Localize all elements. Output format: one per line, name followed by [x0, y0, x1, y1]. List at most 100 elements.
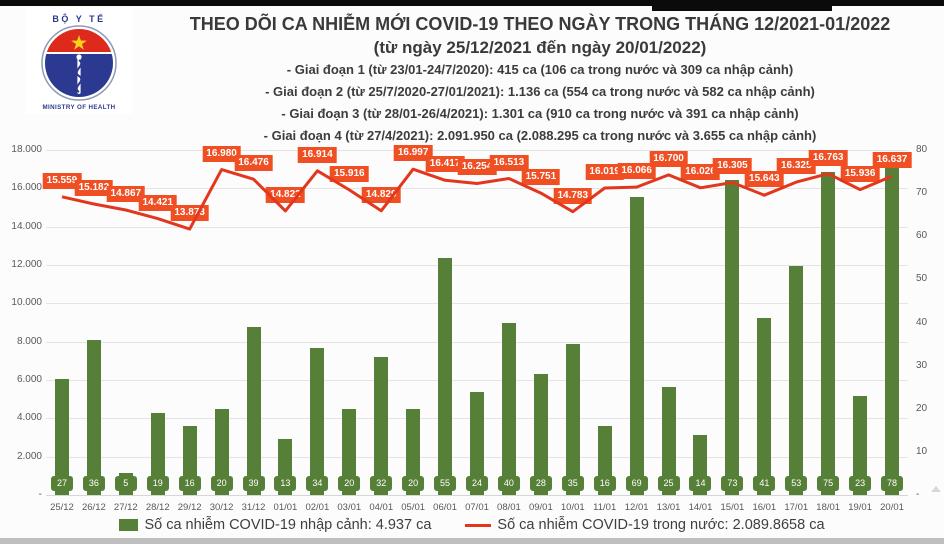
- legend: Số ca nhiễm COVID-19 nhập cảnh: 4.937 ca…: [0, 517, 944, 533]
- ministry-of-health-emblem-icon: BỘ Y TẾ MINISTRY OF HEALTH: [26, 8, 132, 114]
- bar-imported-cases: [406, 408, 421, 495]
- y-axis-tick-right: 60: [916, 230, 928, 242]
- x-axis-tick: 31/12: [241, 502, 266, 513]
- gridline: [46, 380, 908, 381]
- line-value-label: 16.997: [393, 145, 433, 162]
- bar-imported-cases: [470, 391, 484, 495]
- star-icon: [71, 35, 87, 50]
- x-axis-tick: 15/01: [720, 502, 745, 513]
- bar-imported-cases: [342, 408, 357, 495]
- bar-value-tag: 78: [881, 476, 904, 491]
- line-value-label: 13.873: [170, 205, 209, 222]
- chart-title: THEO DÕI CA NHIỄM MỚI COVID-19 THEO NGÀY…: [189, 14, 891, 34]
- bar-imported-cases: [629, 197, 644, 495]
- line-value-label: 16.763: [808, 149, 848, 166]
- legend-line-swatch-icon: [465, 523, 492, 527]
- x-axis-tick: 09/01: [528, 502, 553, 513]
- chart-subtitle: (từ ngày 25/12/2021 đến ngày 20/01/2022): [373, 38, 707, 57]
- line-value-label: 16.700: [649, 150, 688, 167]
- scroll-up-arrow-icon: [931, 486, 941, 492]
- bar-imported-cases: [214, 408, 229, 495]
- x-axis-tick: 14/01: [688, 502, 713, 513]
- y-axis-tick-right: 50: [916, 273, 928, 285]
- x-axis-tick: 07/01: [465, 502, 489, 513]
- x-axis-tick: 20/01: [880, 502, 904, 513]
- line-value-label: 14.829: [361, 186, 401, 203]
- y-axis-tick-left: 6.000: [16, 374, 42, 385]
- x-axis-tick: 17/01: [784, 502, 809, 513]
- y-axis-tick-right: 80: [916, 144, 928, 155]
- bar-imported-cases: [853, 395, 868, 495]
- top-bar: [0, 0, 944, 6]
- line-value-label: 16.513: [489, 154, 529, 171]
- logo-bottom-text: MINISTRY OF HEALTH: [42, 104, 115, 111]
- x-axis-tick: 18/01: [816, 502, 841, 513]
- bar-value-tag: 53: [785, 476, 808, 491]
- bar-value-tag: 19: [146, 476, 169, 491]
- line-value-label: 16.637: [872, 152, 912, 169]
- bar-imported-cases: [757, 318, 772, 495]
- line-value-label: 15.751: [521, 169, 561, 186]
- bar-value-tag: 36: [82, 476, 105, 491]
- bar-value-tag: 16: [178, 476, 201, 491]
- x-axis-baseline: [46, 495, 908, 496]
- bar-value-tag: 23: [849, 476, 872, 491]
- bar-value-tag: 20: [338, 476, 361, 491]
- x-axis-tick: 19/01: [848, 502, 872, 513]
- x-axis-tick: 04/01: [369, 502, 394, 513]
- bar-value-tag: 40: [497, 476, 520, 491]
- y-axis-tick-left: 8.000: [16, 335, 42, 347]
- logo-top-text: BỘ Y TẾ: [52, 13, 105, 24]
- legend-line-label: Số ca nhiễm COVID-19 trong nước: 2.089.8…: [497, 517, 825, 533]
- bar-value-tag: 14: [689, 476, 712, 491]
- line-value-label: 16.476: [234, 155, 273, 172]
- x-axis-tick: 16/01: [752, 502, 777, 513]
- bar-value-tag: 28: [529, 476, 552, 491]
- bar-imported-cases: [789, 266, 804, 495]
- bar-imported-cases: [374, 357, 389, 495]
- y-axis-tick-left: 2.000: [16, 450, 42, 462]
- x-axis-tick: 08/01: [497, 502, 521, 513]
- x-axis-tick: 11/01: [593, 502, 617, 513]
- bar-value-tag: 34: [306, 476, 329, 491]
- bar-value-tag: 32: [370, 476, 393, 491]
- bar-value-tag: 41: [753, 476, 776, 491]
- y-axis-tick-right: 40: [916, 316, 928, 328]
- gridline: [46, 150, 908, 151]
- line-value-label: 14.822: [266, 186, 305, 203]
- y-axis-tick-right: 10: [916, 445, 928, 457]
- y-axis-tick-left: 4.000: [16, 412, 42, 424]
- line-value-label: 16.914: [298, 146, 337, 163]
- x-axis-tick: 26/12: [81, 502, 106, 513]
- line-value-label: 15.916: [329, 165, 369, 182]
- y-axis-tick-left: 14.000: [11, 220, 42, 232]
- stage-2-summary: - Giai đoạn 2 (từ 25/7/2020-27/01/2021):…: [265, 84, 815, 99]
- bar-imported-cases: [565, 344, 580, 495]
- gridline: [46, 341, 908, 343]
- rod-of-asclepius-icon: [75, 54, 83, 94]
- y-axis-tick-left: 10.000: [11, 297, 42, 309]
- x-axis-tick: 06/01: [433, 502, 457, 513]
- bar-value-tag: 13: [274, 476, 297, 491]
- bar-imported-cases: [821, 171, 836, 495]
- bar-imported-cases: [310, 348, 325, 495]
- bar-value-tag: 25: [657, 476, 680, 491]
- gridline: [46, 188, 908, 190]
- bar-value-tag: 35: [561, 476, 584, 491]
- bar-imported-cases: [533, 374, 548, 495]
- x-axis-tick: 10/01: [560, 502, 585, 513]
- x-axis-tick: 13/01: [656, 502, 681, 513]
- y-axis-tick-left: 18.000: [11, 144, 42, 155]
- x-axis-tick: 29/12: [177, 502, 202, 513]
- stage-4-summary: - Giai đoạn 4 (từ 27/4/2021): 2.091.950 …: [263, 128, 817, 143]
- bar-value-tag: 73: [721, 476, 744, 491]
- x-axis-tick: 12/01: [624, 502, 649, 513]
- chart-header: THEO DÕI CA NHIỄM MỚI COVID-19 THEO NGÀY…: [145, 12, 935, 147]
- bar-imported-cases: [86, 339, 101, 495]
- y-axis-tick-left: 16.000: [11, 182, 42, 194]
- legend-item-imported: Số ca nhiễm COVID-19 nhập cảnh: 4.937 ca: [119, 517, 431, 533]
- x-axis-tick: 30/12: [209, 502, 234, 513]
- legend-item-domestic: Số ca nhiễm COVID-19 trong nước: 2.089.8…: [465, 517, 825, 533]
- bar-imported-cases: [725, 180, 740, 495]
